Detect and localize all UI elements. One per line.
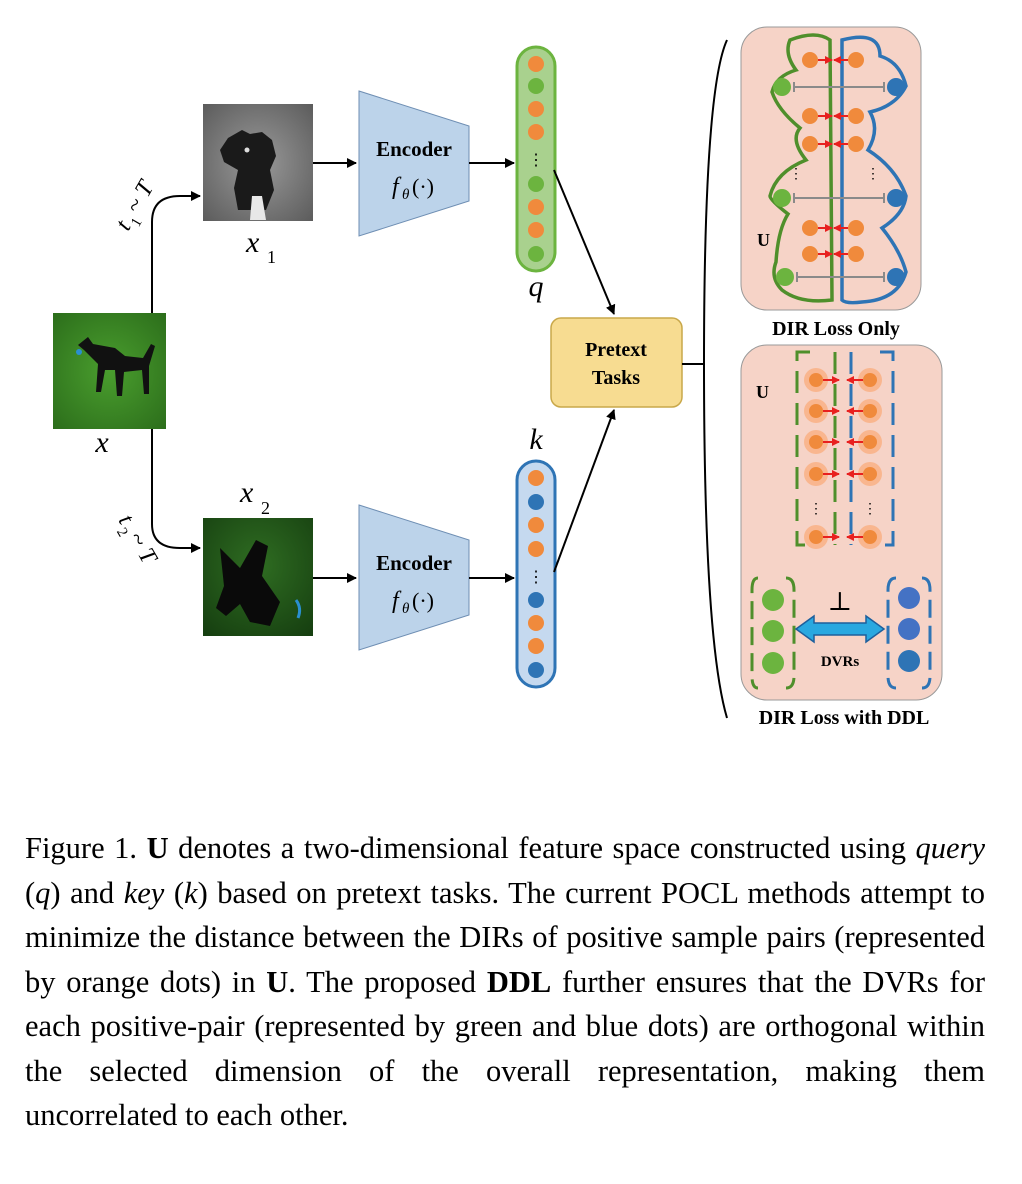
blue-region xyxy=(840,35,908,305)
encoder-bottom: Encoder f θ (·) xyxy=(358,504,470,651)
dvrs-label: DVRs xyxy=(821,654,859,670)
orange-pair-row xyxy=(802,136,864,152)
augmented-image-x1 xyxy=(203,104,313,221)
orange-pair-row xyxy=(804,368,882,392)
encoder-bottom-title: Encoder xyxy=(376,551,452,575)
x2-label: x xyxy=(239,476,254,509)
q-dot xyxy=(528,176,544,192)
blue-dashed-region xyxy=(880,350,895,547)
panel-top-u: U xyxy=(757,230,770,250)
q-dot xyxy=(528,56,544,72)
k-dot xyxy=(528,592,544,608)
caption-u: U xyxy=(146,831,169,865)
blue-dvr-group xyxy=(886,576,932,690)
encoder-top-theta: θ xyxy=(402,187,410,203)
orange-pair-row xyxy=(802,246,864,262)
query-label: q xyxy=(529,270,544,303)
caption-key: key xyxy=(123,875,165,910)
perpendicular-symbol: ⊥ xyxy=(828,587,852,616)
k-dot xyxy=(528,541,544,557)
panel-bottom-ellipsis-1: ⋮ xyxy=(809,502,823,517)
q-dot xyxy=(528,199,544,215)
q-dot xyxy=(528,101,544,117)
q-ellipsis: ⋮ xyxy=(528,152,544,169)
panel-dir-loss-ddl: U ⋮ ⋮ xyxy=(740,344,943,701)
panel-top-ellipsis-2: ⋮ xyxy=(866,167,880,182)
q-dot xyxy=(528,124,544,140)
k-ellipsis: ⋮ xyxy=(528,569,544,586)
q-dot xyxy=(528,222,544,238)
encoder-bottom-f: f xyxy=(392,588,402,614)
q-dot xyxy=(528,78,544,94)
orange-pair-row xyxy=(802,52,864,68)
pretext-line2: Tasks xyxy=(592,367,640,389)
augmented-image-x2 xyxy=(203,518,313,636)
dvr-double-arrow xyxy=(794,614,886,644)
panel-bottom-ellipsis-2: ⋮ xyxy=(863,502,877,517)
q-dot xyxy=(528,246,544,262)
encoder-bottom-arg: (·) xyxy=(412,588,434,613)
orange-pair-row xyxy=(804,430,882,454)
query-vector: ⋮ xyxy=(515,45,557,273)
panel-bottom-u: U xyxy=(756,382,769,402)
green-dashed-region xyxy=(795,350,810,547)
orange-pair-row xyxy=(804,525,882,549)
pretext-tasks-box: Pretext Tasks xyxy=(550,317,683,408)
branch-arrow-top xyxy=(151,191,201,313)
arrow-k-pretext xyxy=(553,409,616,573)
k-dot xyxy=(528,615,544,631)
encoder-top-f: f xyxy=(392,174,402,200)
arrow-q-pretext xyxy=(553,169,616,315)
right-brace xyxy=(702,39,728,719)
branch-arrow-bottom xyxy=(151,429,201,553)
orange-pair-row xyxy=(802,220,864,236)
green-dvr-group xyxy=(750,576,796,690)
orange-pair-row xyxy=(804,462,882,486)
orange-pair-row xyxy=(804,399,882,423)
panel-top-caption: DIR Loss Only xyxy=(772,318,900,340)
k-dot xyxy=(528,470,544,486)
x1-subscript: 1 xyxy=(267,247,276,267)
k-dot xyxy=(528,638,544,654)
figure-diagram: x x 1 x 2 t 1 ~ T t 2 ~ T Encoder f θ (·… xyxy=(53,26,943,729)
green-blue-pair xyxy=(773,189,905,207)
pretext-line1: Pretext xyxy=(585,339,647,361)
encoder-top: Encoder f θ (·) xyxy=(358,90,470,237)
encoder-bottom-theta: θ xyxy=(402,601,410,617)
k-dot xyxy=(528,494,544,510)
green-blue-pair xyxy=(773,78,905,96)
input-image-x xyxy=(53,313,166,429)
caption-label: Figure 1. xyxy=(25,831,138,865)
input-x-label: x xyxy=(94,426,109,459)
panel-dir-loss-only: U xyxy=(740,26,922,311)
panel-bottom-caption: DIR Loss with DDL xyxy=(759,707,930,729)
panel-top-ellipsis-1: ⋮ xyxy=(789,167,803,182)
k-dot xyxy=(528,517,544,533)
green-blue-pair xyxy=(776,268,905,286)
caption-ddl: DDL xyxy=(486,964,552,999)
encoder-top-arg: (·) xyxy=(412,174,434,199)
svg-text:~ T: ~ T xyxy=(123,527,163,569)
orange-pair-row xyxy=(802,108,864,124)
x2-subscript: 2 xyxy=(261,498,270,518)
key-vector: ⋮ xyxy=(515,459,557,689)
caption-query: query xyxy=(915,831,985,865)
key-label: k xyxy=(529,423,543,456)
figure-caption: Figure 1. U denotes a two-dimensional fe… xyxy=(25,831,985,1132)
encoder-top-title: Encoder xyxy=(376,137,452,161)
t2-transform-label: t 2 ~ T xyxy=(113,510,163,570)
x1-label: x xyxy=(245,226,260,259)
k-dot xyxy=(528,662,544,678)
